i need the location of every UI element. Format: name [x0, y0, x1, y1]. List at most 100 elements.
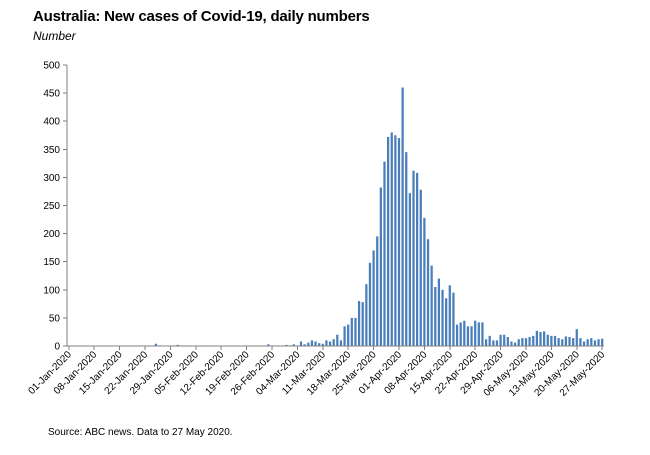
bar	[347, 324, 350, 346]
y-tick-label: 200	[43, 229, 60, 240]
bar	[455, 324, 459, 346]
bar	[564, 336, 568, 346]
bar	[357, 301, 361, 346]
bar	[499, 334, 502, 346]
bar	[477, 322, 480, 346]
bar	[528, 337, 531, 346]
bar	[484, 339, 488, 346]
bar	[365, 284, 368, 346]
y-tick-label: 400	[43, 117, 60, 128]
bar	[372, 250, 375, 346]
bar	[339, 340, 343, 346]
bar	[601, 338, 604, 346]
bar	[557, 338, 560, 346]
y-tick-label: 500	[43, 61, 60, 72]
bar	[597, 339, 600, 346]
chart-subtitle: Number	[33, 29, 76, 43]
bar	[434, 286, 437, 346]
bar	[386, 136, 390, 346]
bar	[568, 337, 571, 346]
bar	[448, 285, 451, 346]
bar	[325, 340, 328, 346]
bar	[390, 132, 393, 346]
bar	[379, 187, 382, 346]
bar	[582, 341, 586, 346]
bar	[586, 339, 589, 346]
bar	[561, 339, 564, 346]
bar	[321, 343, 324, 346]
bar	[423, 217, 426, 346]
bar	[405, 152, 408, 346]
bar	[488, 335, 491, 346]
axes-group	[66, 65, 604, 347]
bar	[383, 161, 386, 346]
bar	[503, 334, 506, 346]
bar	[154, 343, 158, 346]
bar	[303, 344, 306, 346]
bar	[368, 262, 372, 346]
bar	[441, 289, 444, 346]
bar	[419, 189, 422, 346]
y-tick-label: 250	[43, 201, 60, 212]
bar	[550, 335, 553, 346]
bar	[299, 341, 303, 346]
bar	[361, 302, 364, 346]
x-axis-ticks: 01-Jan-202008-Jan-202015-Jan-202022-Jan-…	[26, 346, 608, 399]
bar	[267, 344, 270, 346]
y-tick-label: 0	[54, 342, 60, 353]
bar	[328, 341, 332, 346]
bar	[394, 135, 397, 346]
bar	[336, 334, 339, 346]
bar	[354, 317, 357, 346]
y-axis-ticks: 0 50 100 150 200 250 300 350 400 450 500	[43, 61, 67, 353]
bar	[426, 239, 430, 346]
bar	[318, 343, 321, 346]
bar	[408, 193, 412, 346]
bar	[310, 340, 314, 346]
bar	[292, 344, 295, 346]
bar	[590, 338, 593, 346]
bar	[343, 326, 346, 346]
x-tick-label: 27-May-2020	[558, 349, 608, 399]
bar	[470, 326, 473, 346]
bar	[513, 342, 517, 346]
bar	[524, 338, 528, 346]
bar	[459, 322, 462, 346]
bar	[510, 341, 513, 346]
bar	[350, 317, 353, 346]
bar	[412, 170, 415, 346]
bar	[397, 138, 401, 346]
bar	[521, 338, 524, 346]
bar	[535, 330, 538, 346]
y-tick-label: 300	[43, 173, 60, 184]
bar	[430, 265, 433, 346]
bar	[593, 340, 597, 346]
bar	[445, 298, 448, 346]
bars-group	[154, 87, 604, 346]
bar	[314, 341, 317, 346]
bar	[495, 340, 499, 346]
bar	[332, 339, 335, 346]
bar	[481, 322, 484, 346]
bar	[532, 335, 535, 346]
bar	[572, 338, 575, 346]
bar	[437, 278, 441, 346]
bar	[416, 172, 419, 346]
bar	[492, 340, 495, 346]
bar	[307, 342, 310, 346]
bar	[575, 329, 578, 346]
y-tick-label: 450	[43, 89, 60, 100]
source-note: Source: ABC news. Data to 27 May 2020.	[48, 427, 233, 438]
y-tick-label: 150	[43, 257, 60, 268]
bar	[376, 236, 379, 346]
bar	[553, 335, 557, 346]
y-tick-label: 100	[43, 285, 60, 296]
y-tick-label: 50	[49, 313, 61, 324]
bar	[546, 334, 549, 346]
bar	[463, 320, 466, 346]
bar	[517, 339, 520, 346]
bar	[285, 344, 288, 346]
bar	[401, 87, 404, 346]
bar	[176, 344, 179, 346]
